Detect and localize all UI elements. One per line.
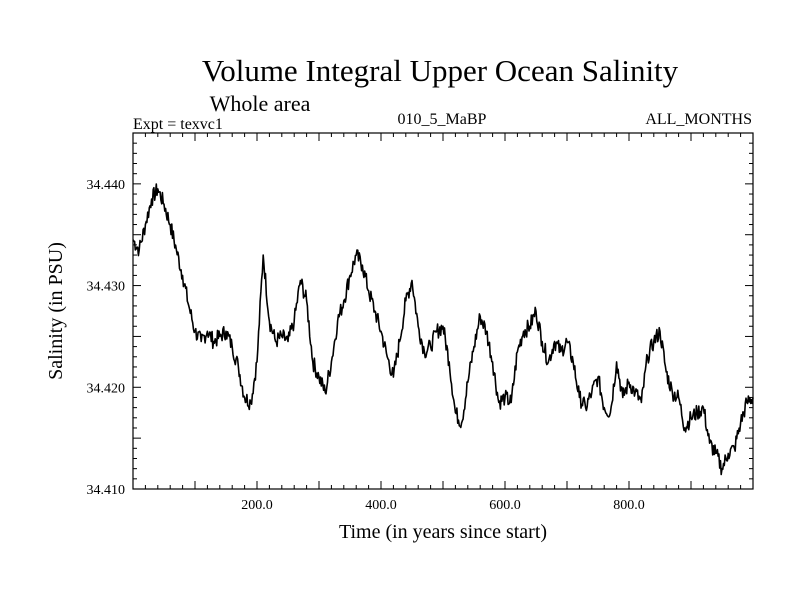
y-tick-label: 34.440 [87, 178, 126, 193]
series-line-salinity [132, 183, 754, 476]
run-id-label: 010_5_MaBP [398, 111, 487, 128]
y-tick-label: 34.430 [87, 280, 126, 295]
x-tick-label: 600.0 [489, 498, 521, 513]
y-axis-label: Salinity (in PSU) [45, 242, 67, 380]
x-tick-labels: 200.0 400.0 600.0 800.0 [241, 498, 645, 513]
x-tick-label: 200.0 [241, 498, 273, 513]
y-tick-labels: 34.410 34.420 34.430 34.440 [87, 178, 126, 498]
axis-ticks [132, 132, 754, 490]
chart-title: Volume Integral Upper Ocean Salinity [202, 53, 679, 88]
x-axis-label: Time (in years since start) [339, 521, 547, 543]
y-tick-label: 34.410 [87, 483, 126, 498]
x-tick-label: 400.0 [365, 498, 397, 513]
plot-frame [132, 132, 754, 490]
y-tick-label: 34.420 [87, 381, 126, 396]
chart-subtitle: Whole area [210, 91, 311, 116]
x-tick-label: 800.0 [613, 498, 645, 513]
experiment-label: Expt = texvc1 [133, 116, 223, 133]
months-label: ALL_MONTHS [645, 111, 752, 128]
